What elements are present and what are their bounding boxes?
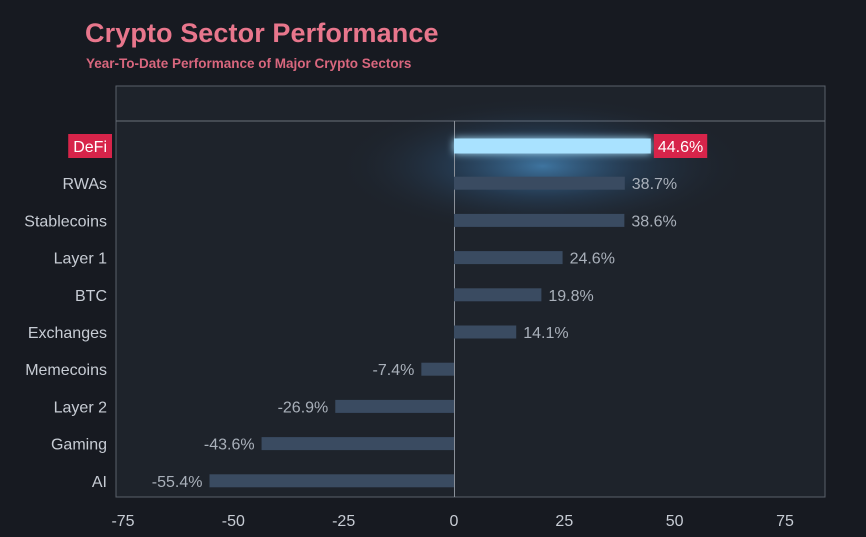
bar-exchanges: [454, 325, 517, 339]
value-label-gaming: -43.6%: [204, 437, 255, 454]
category-label-memecoins: Memecoins: [25, 362, 107, 379]
category-label-gaming: Gaming: [51, 437, 107, 454]
category-highlight-box: [68, 134, 112, 158]
bar-defi: [454, 138, 651, 154]
x-tick-label: 0: [450, 513, 459, 530]
x-tick-label: 50: [666, 513, 684, 530]
value-label-rwas: 38.7%: [632, 176, 677, 193]
bar-ai: [209, 474, 454, 488]
value-label-ai: -55.4%: [152, 474, 203, 491]
category-label-exchanges: Exchanges: [28, 325, 107, 342]
category-label-layer-1: Layer 1: [54, 251, 107, 268]
category-label-stablecoins: Stablecoins: [24, 213, 107, 230]
bar-layer-2: [335, 399, 454, 413]
value-label-btc: 19.8%: [548, 288, 593, 305]
chart-subtitle: Year-To-Date Performance of Major Crypto…: [86, 56, 412, 71]
value-label-exchanges: 14.1%: [523, 325, 568, 342]
category-label-defi: DeFi: [73, 139, 107, 156]
category-label-btc: BTC: [75, 288, 107, 305]
bar-rwas: [454, 176, 625, 190]
value-label-memecoins: -7.4%: [373, 362, 415, 379]
x-tick-label: 25: [555, 513, 573, 530]
x-tick-label: -50: [222, 513, 245, 530]
bar-layer-1: [454, 251, 563, 265]
value-label-layer-2: -26.9%: [278, 399, 329, 416]
bar-gaming: [261, 437, 454, 451]
x-tick-label: -25: [332, 513, 355, 530]
highlight-glow: [335, 96, 750, 236]
value-label-layer-1: 24.6%: [570, 251, 615, 268]
category-label-layer-2: Layer 2: [54, 399, 107, 416]
bar-stablecoins: [454, 213, 625, 227]
category-label-ai: AI: [92, 474, 107, 491]
x-tick-label: -75: [111, 513, 134, 530]
x-tick-label: 75: [776, 513, 794, 530]
value-label-stablecoins: 38.6%: [631, 213, 676, 230]
category-label-rwas: RWAs: [63, 176, 107, 193]
bar-memecoins: [421, 362, 454, 376]
chart-title: Crypto Sector Performance: [85, 18, 439, 48]
value-label-defi: 44.6%: [658, 139, 703, 156]
bar-btc: [454, 288, 542, 302]
value-highlight-box: [653, 134, 708, 158]
